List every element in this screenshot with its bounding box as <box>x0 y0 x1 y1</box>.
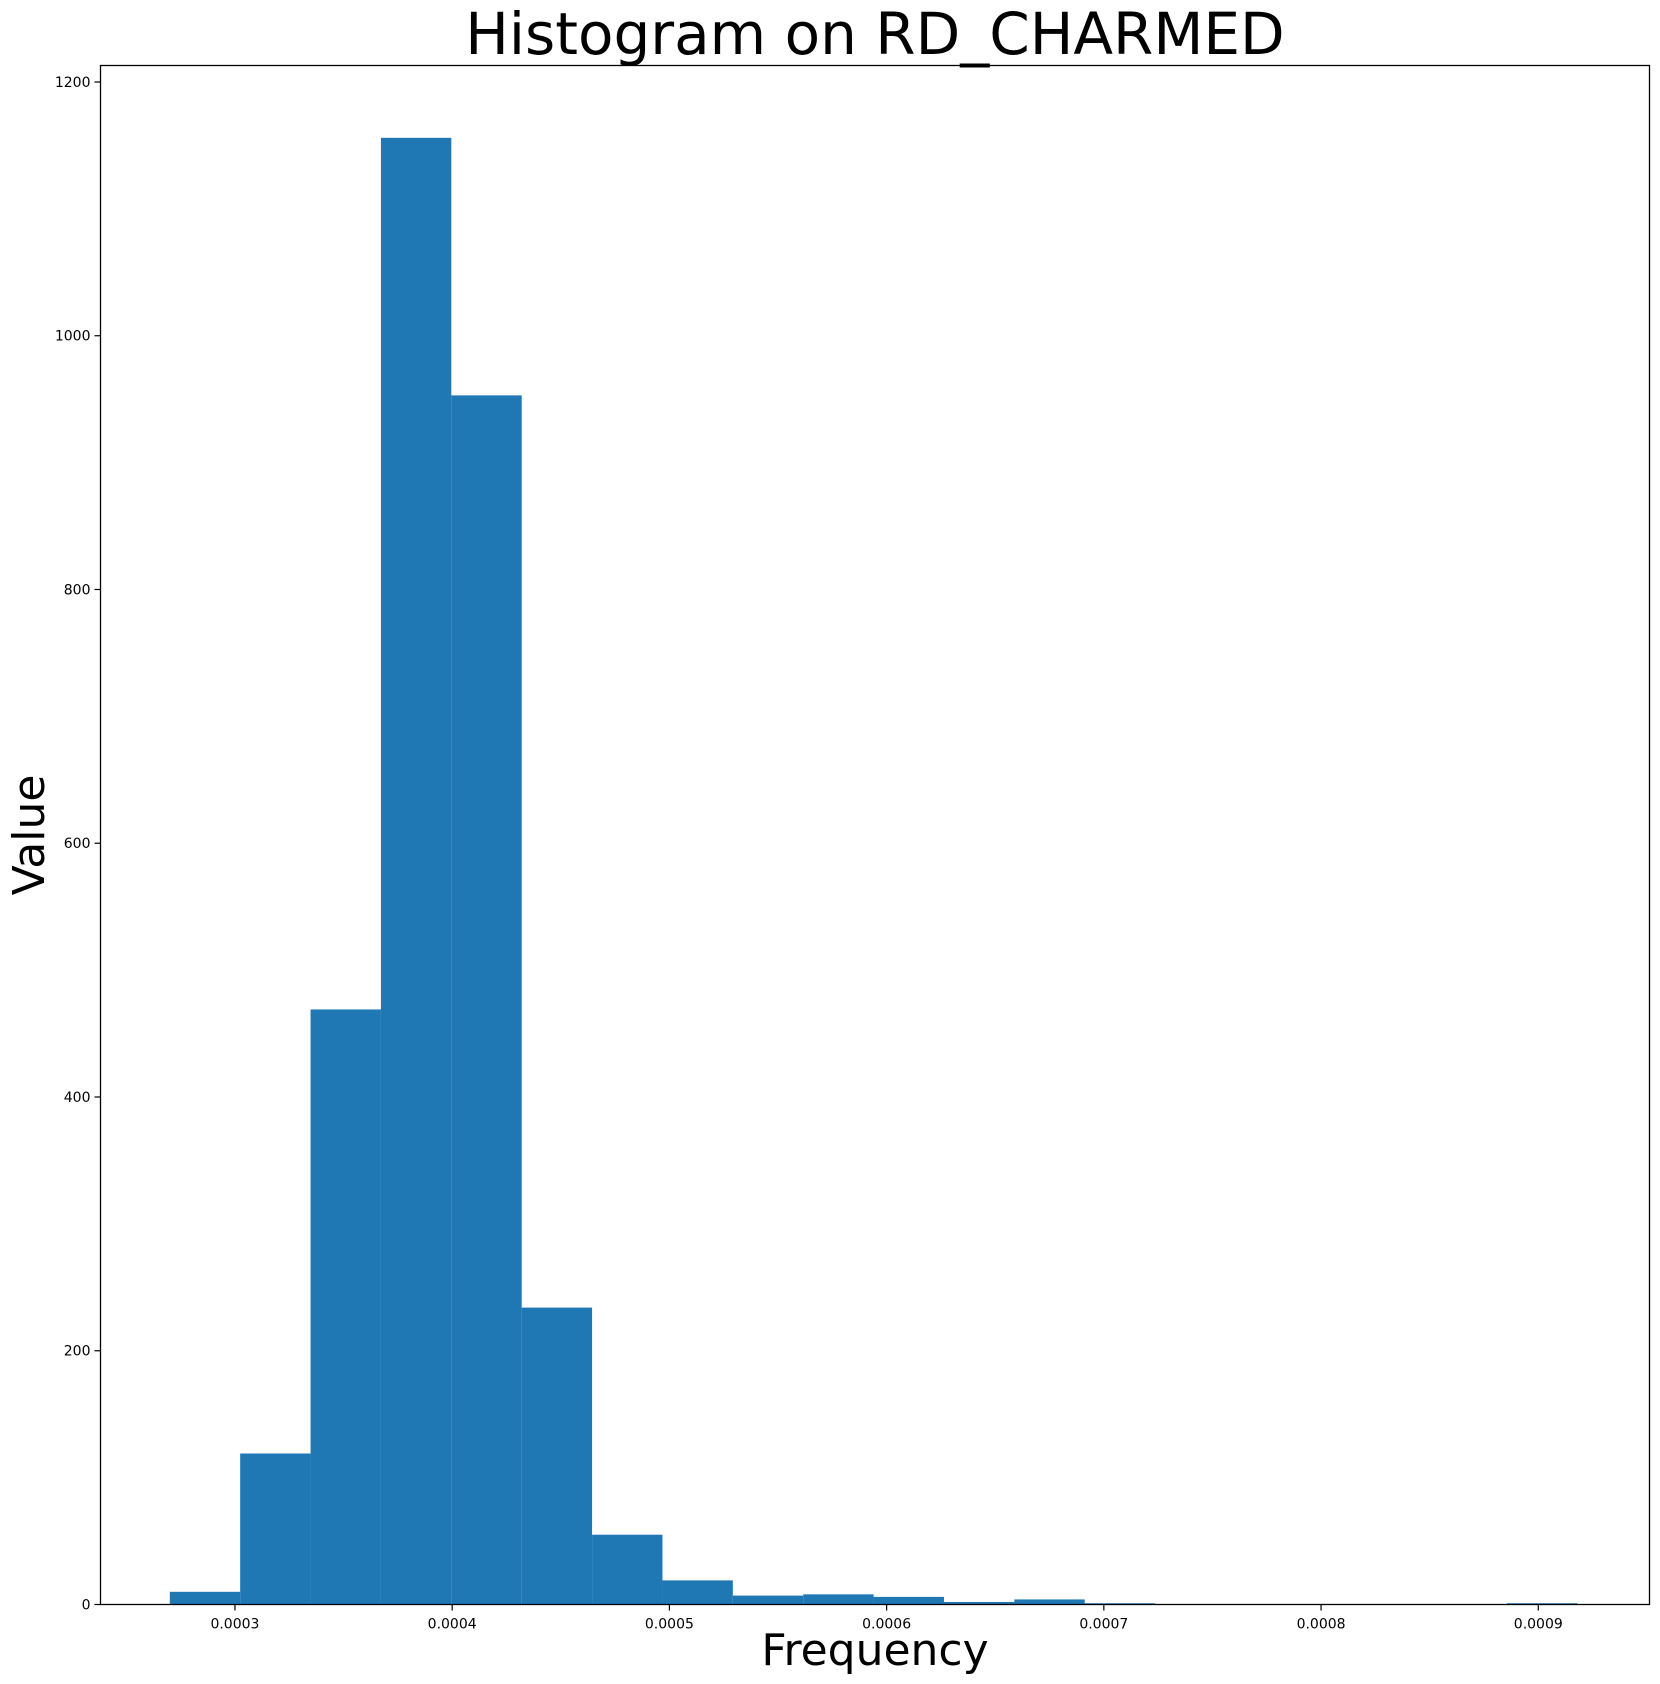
y-axis-label: Value <box>4 775 55 896</box>
histogram-bar <box>732 1595 804 1605</box>
histogram-bars <box>169 137 1578 1605</box>
histogram-bar <box>1014 1599 1085 1605</box>
y-tick-label: 1000 <box>55 329 91 345</box>
histogram-bar <box>240 1453 311 1605</box>
plot-frame <box>99 64 1651 1606</box>
histogram-bar <box>592 1534 663 1605</box>
y-tick-label: 600 <box>64 836 91 852</box>
histogram-bar <box>380 137 452 1605</box>
histogram-bar <box>310 1009 381 1605</box>
x-tick-label: 0.0006 <box>862 1617 911 1633</box>
y-tick-label: 1200 <box>55 75 91 91</box>
x-axis-label: Frequency <box>761 1625 988 1676</box>
histogram-bar <box>521 1307 593 1605</box>
y-tick-label: 200 <box>64 1344 91 1360</box>
x-tick-label: 0.0008 <box>1297 1617 1346 1633</box>
x-tick-label: 0.0004 <box>428 1617 477 1633</box>
histogram-bar <box>451 395 522 1605</box>
histogram-bar <box>943 1601 1015 1605</box>
x-axis-ticks: 0.0003 0.0004 0.0005 0.0006 0.0007 0.0008 0.00… <box>210 1604 1563 1633</box>
chart-title: Histogram on RD_CHARMED <box>465 0 1284 68</box>
x-tick-label: 0.0007 <box>1079 1617 1128 1633</box>
y-tick-label: 800 <box>64 582 91 598</box>
histogram-bar <box>803 1594 874 1605</box>
y-axis-ticks: 0 200 400 600 800 1000 1200 <box>55 75 101 1614</box>
histogram-bar <box>873 1596 944 1605</box>
histogram-bar <box>169 1591 241 1605</box>
x-tick-label: 0.0009 <box>1514 1617 1563 1633</box>
histogram-bar <box>662 1580 733 1605</box>
y-tick-label: 0 <box>82 1598 91 1614</box>
y-tick-label: 400 <box>64 1090 91 1106</box>
x-tick-label: 0.0003 <box>210 1617 259 1633</box>
x-tick-label: 0.0005 <box>645 1617 694 1633</box>
